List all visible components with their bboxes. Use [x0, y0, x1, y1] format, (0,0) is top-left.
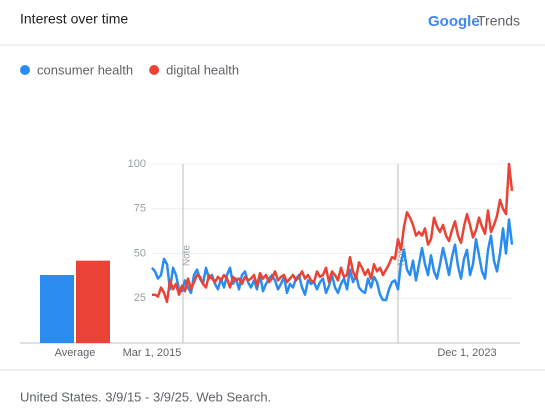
y-tick-label: 50: [134, 247, 146, 259]
legend-label: consumer health: [37, 62, 133, 77]
brand-logo: Google: [428, 13, 480, 30]
line-series: [152, 162, 514, 304]
x-tick-label: Mar 1, 2015: [123, 347, 182, 359]
y-tick-label: 75: [134, 203, 146, 215]
note-label: Note: [182, 245, 193, 267]
x-tick-label: Dec 1, 2023: [437, 347, 496, 359]
legend-marker: [149, 65, 160, 75]
average-label: Average: [55, 347, 96, 359]
footer-text: United States. 3/9/15 - 3/9/25. Web Sear…: [20, 389, 271, 404]
legend-marker: [20, 65, 30, 75]
card-title: Interest over time: [20, 11, 128, 27]
brand-suffix: Trends: [477, 13, 520, 29]
y-tick-label: 25: [134, 292, 146, 304]
legend-label: digital health: [166, 62, 239, 77]
average-bar: [40, 274, 74, 343]
average-bar: [76, 260, 110, 343]
y-tick-label: 100: [128, 158, 146, 170]
